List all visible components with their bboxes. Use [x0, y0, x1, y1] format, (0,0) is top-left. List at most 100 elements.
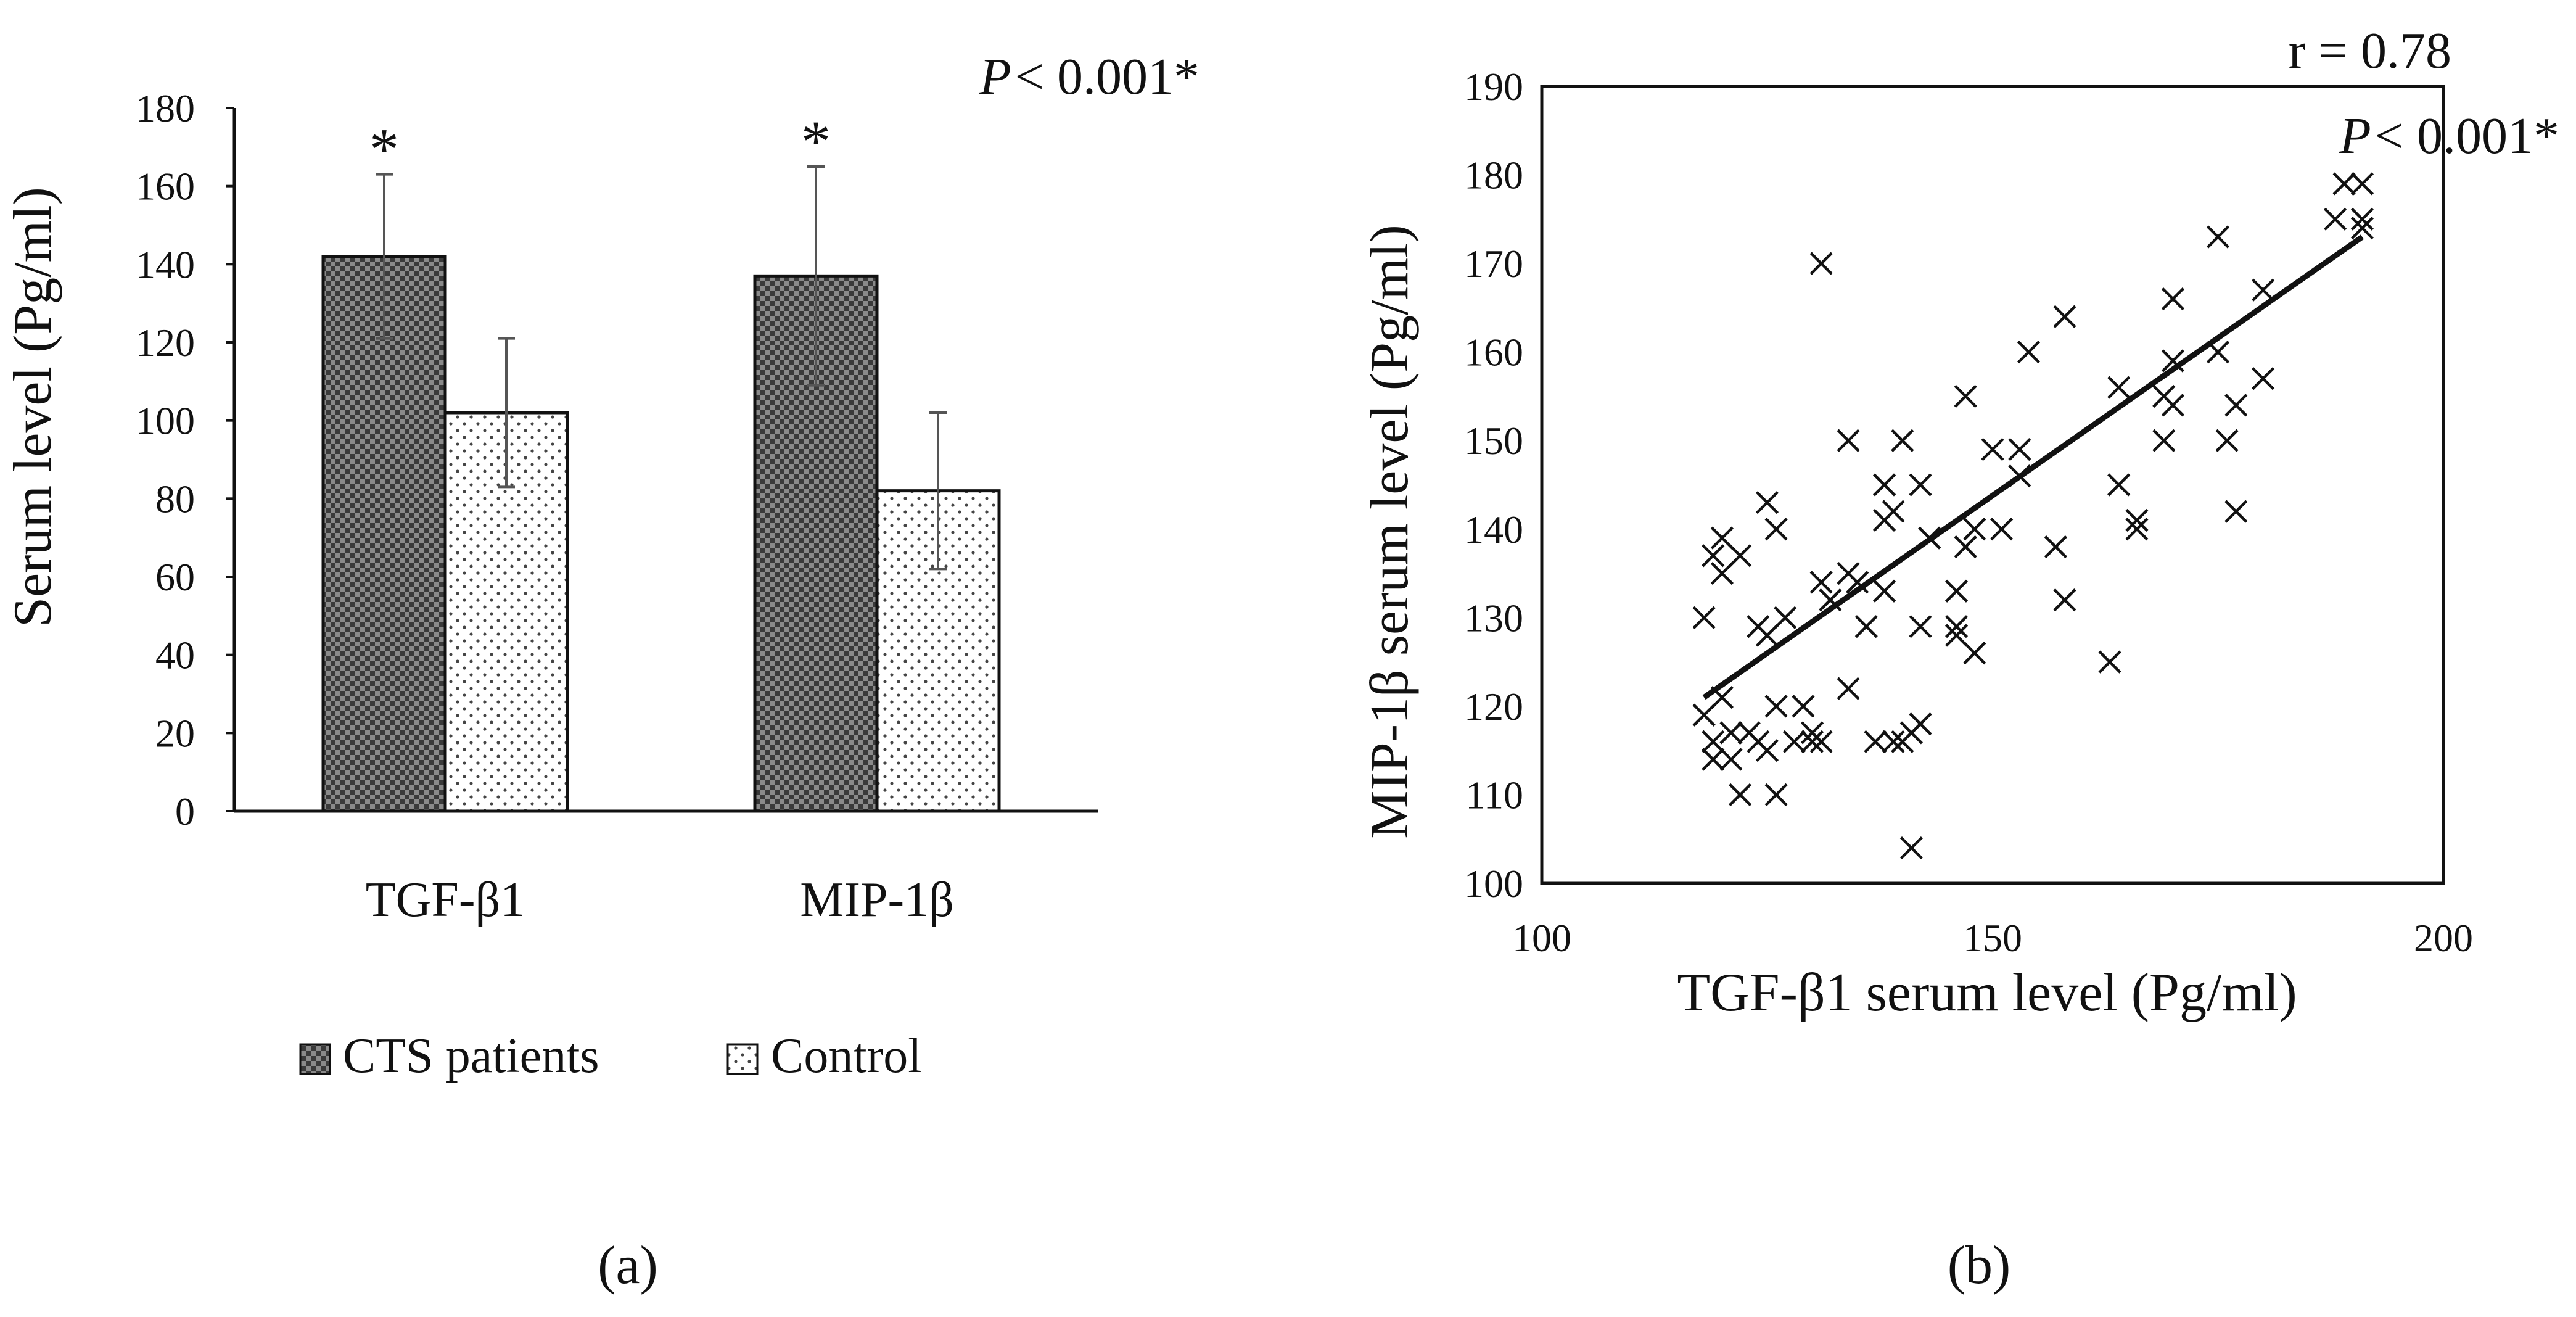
scatter-point [2252, 278, 2275, 302]
scatter-point-stroke [2107, 376, 2131, 399]
scatter-plot-area [1540, 85, 2445, 885]
scatter-point-stroke [1782, 730, 1806, 753]
scatter-point [2161, 349, 2184, 373]
scatter-point-stroke [1764, 518, 1788, 541]
scatter-point [1755, 624, 1779, 647]
scatter-point-stroke [1702, 544, 1725, 568]
scatter-point [1764, 518, 1788, 541]
scatter-trendline [1702, 234, 2364, 700]
scatter-y-tick-label: 150 [1464, 419, 1523, 463]
scatter-y-tick-label: 180 [1464, 154, 1523, 197]
scatter-point-stroke [2350, 217, 2374, 240]
scatter-point [1764, 695, 1788, 718]
scatter-y-axis-title: MIP-1β serum level (Pg/ml) [1360, 225, 1420, 839]
scatter-point [1764, 783, 1788, 807]
scatter-point-stroke [2053, 305, 2076, 328]
scatter-point [1710, 526, 1734, 550]
scatter-point [2152, 429, 2176, 452]
scatter-point-stroke [2053, 588, 2076, 612]
significance-star: * [369, 117, 399, 183]
scatter-point-stroke [1710, 561, 1734, 585]
scatter-point [2107, 376, 2131, 399]
legend-swatch-cts [299, 1043, 331, 1075]
legend-label-cts: CTS patients [343, 1029, 599, 1083]
scatter-point-stroke [1954, 535, 1977, 559]
scatter-point [1809, 571, 1833, 594]
scatter-p-text: < 0.001* [2375, 107, 2559, 165]
scatter-point-stroke [1882, 500, 1905, 523]
scatter-point [1809, 730, 1833, 753]
scatter-point-stroke [1872, 473, 1896, 497]
scatter-point-stroke [2224, 394, 2248, 417]
scatter-point-stroke [1755, 739, 1779, 762]
scatter-point [1774, 606, 1797, 629]
bar-chart-y-tick-label: 0 [175, 790, 195, 833]
scatter-point [1692, 606, 1716, 629]
scatter-point [2206, 225, 2230, 249]
scatter-x-tick-label: 100 [1512, 916, 1571, 960]
scatter-point-stroke [1809, 252, 1833, 275]
scatter-point [1909, 615, 1932, 638]
scatter-point-stroke [1909, 615, 1932, 638]
scatter-point-stroke [2044, 535, 2067, 559]
scatter-point-stroke [2161, 349, 2184, 373]
scatter-point [2323, 207, 2347, 231]
scatter-point-stroke [1719, 721, 1743, 745]
legend-item-control: Control [726, 1029, 921, 1083]
scatter-point-stroke [2224, 500, 2248, 523]
scatter-point-stroke [1872, 579, 1896, 603]
scatter-point-stroke [1764, 783, 1788, 807]
scatter-x-tick-label: 150 [1963, 916, 2022, 960]
scatter-point [1719, 721, 1743, 745]
scatter-point [2350, 217, 2374, 240]
scatter-point [2161, 287, 2184, 311]
scatter-point-stroke [2017, 341, 2041, 364]
legend-swatch-control [726, 1043, 759, 1075]
scatter-point [2332, 172, 2356, 196]
scatter-point [1882, 500, 1905, 523]
scatter-p-value: P< 0.001* [2339, 107, 2559, 165]
scatter-point-stroke [1854, 615, 1878, 638]
scatter-point [1846, 571, 1869, 594]
scatter-point [1963, 642, 1986, 665]
scatter-point [2125, 518, 2149, 541]
legend-label-control: Control [771, 1029, 921, 1083]
scatter-point-stroke [2008, 437, 2031, 461]
scatter-point [2125, 508, 2149, 532]
scatter-point-stroke [1792, 695, 1815, 718]
scatter-point [2017, 341, 2041, 364]
scatter-point-stroke [1729, 783, 1752, 807]
scatter-point-stroke [2161, 394, 2184, 417]
bar-chart-y-tick-label: 100 [136, 399, 195, 443]
scatter-point-stroke [2350, 207, 2374, 231]
scatter-point [1872, 473, 1896, 497]
scatter-point [2350, 207, 2374, 231]
bar-chart-legend: CTS patients Control [299, 1029, 921, 1083]
bar-chart-category-label: TGF-β1 [366, 873, 525, 927]
scatter-point-stroke [1729, 544, 1752, 568]
scatter-point [2098, 650, 2121, 674]
scatter-point [2252, 367, 2275, 390]
scatter-point-stroke [2125, 508, 2149, 532]
scatter-point [1954, 535, 1977, 559]
scatter-point-stroke [1981, 437, 2004, 461]
scatter-point [1702, 544, 1725, 568]
scatter-point-stroke [2125, 518, 2149, 541]
scatter-point-stroke [1963, 642, 1986, 665]
scatter-point-stroke [1801, 730, 1824, 753]
scatter-point [1891, 429, 1914, 452]
panel-label-a: (a) [598, 1236, 658, 1295]
bar-chart-y-axis-title: Serum level (Pg/ml) [3, 187, 63, 627]
scatter-point [1702, 730, 1725, 753]
scatter-y-ticks: 100 110 120 130 140 150 160 170 180 190 [1464, 65, 1523, 906]
scatter-y-tick-label: 120 [1464, 685, 1523, 729]
scatter-point [2350, 172, 2374, 196]
scatter-point-stroke [2215, 429, 2239, 452]
scatter-point [1710, 561, 1734, 585]
bar-chart-y-tick-label: 40 [155, 634, 195, 677]
scatter-point-stroke [1990, 518, 2014, 541]
scatter-point [1837, 677, 1860, 700]
scatter-point [2008, 437, 2031, 461]
scatter-point [1854, 615, 1878, 638]
